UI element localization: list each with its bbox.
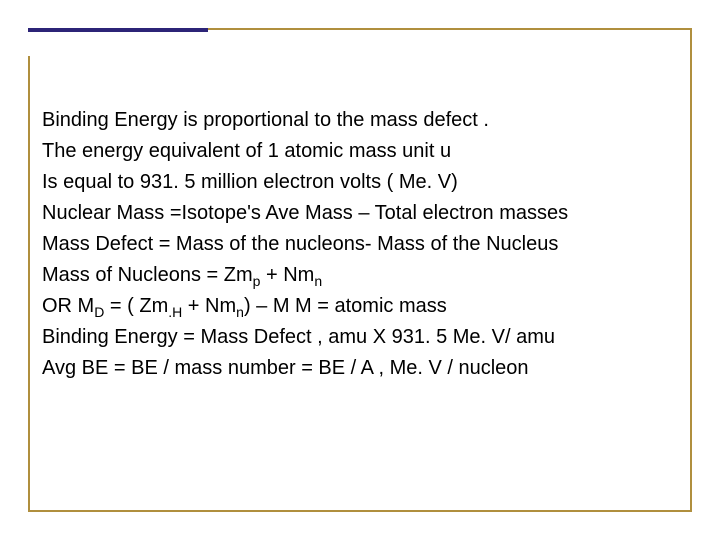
text-span: OR M bbox=[42, 295, 94, 317]
text-line: Mass of Nucleons = Zmp + Nmn bbox=[42, 260, 678, 291]
accent-bar bbox=[28, 28, 208, 56]
slide-content: Binding Energy is proportional to the ma… bbox=[42, 105, 678, 384]
text-line: Mass Defect = Mass of the nucleons- Mass… bbox=[42, 229, 678, 260]
subscript: n bbox=[236, 304, 244, 320]
text-line: Binding Energy = Mass Defect , amu X 931… bbox=[42, 322, 678, 353]
text-span: + Nm bbox=[182, 295, 236, 317]
subscript: D bbox=[94, 304, 104, 320]
text-span: ) – M M = atomic mass bbox=[244, 295, 447, 317]
text-span: Mass of Nucleons = Zm bbox=[42, 264, 253, 286]
text-line: Is equal to 931. 5 million electron volt… bbox=[42, 167, 678, 198]
text-span: = ( Zm bbox=[104, 295, 168, 317]
subscript: n bbox=[314, 273, 322, 289]
text-line: Nuclear Mass =Isotope's Ave Mass – Total… bbox=[42, 198, 678, 229]
text-line: OR MD = ( Zm.H + Nmn) – M M = atomic mas… bbox=[42, 291, 678, 322]
text-line: Avg BE = BE / mass number = BE / A , Me.… bbox=[42, 353, 678, 384]
slide-frame: Binding Energy is proportional to the ma… bbox=[28, 28, 692, 512]
text-line: Binding Energy is proportional to the ma… bbox=[42, 105, 678, 136]
text-line: The energy equivalent of 1 atomic mass u… bbox=[42, 136, 678, 167]
subscript: .H bbox=[168, 304, 182, 320]
text-span: + Nm bbox=[260, 264, 314, 286]
